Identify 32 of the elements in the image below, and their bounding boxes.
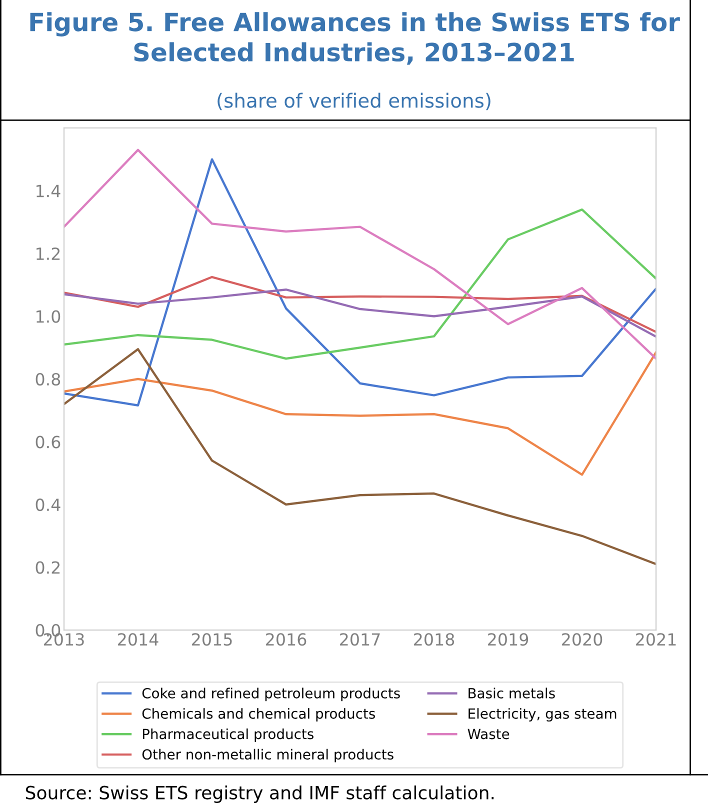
- chart-subtitle: (share of verified emissions): [218, 92, 490, 110]
- legend-label: Pharmaceutical products: [142, 728, 314, 742]
- y-tick-label: 0.2: [36, 561, 60, 574]
- x-tick-label: 2016: [266, 633, 306, 646]
- source-note: Source: Swiss ETS registry and IMF staff calculation.: [26, 785, 494, 803]
- x-tick-label: 2014: [118, 633, 158, 646]
- y-tick-label: 1.0: [36, 310, 60, 323]
- x-tick-label: 2017: [340, 633, 380, 646]
- legend-label: Electricity, gas steam: [468, 708, 616, 722]
- y-tick-label: 1.4: [36, 184, 60, 198]
- y-tick-label: 0.8: [36, 372, 60, 386]
- line-series: [64, 288, 656, 338]
- line-series: [64, 348, 656, 566]
- y-tick-label: 1.2: [36, 247, 60, 260]
- x-tick-label: 2015: [192, 633, 232, 646]
- line-series: [64, 148, 656, 360]
- y-tick-label: 0.4: [36, 498, 60, 512]
- line-series: [64, 276, 656, 334]
- legend-label: Other non-metallic mineral products: [142, 748, 394, 762]
- x-tick-label: 2021: [636, 633, 676, 646]
- x-tick-label: 2018: [414, 633, 454, 646]
- y-tick-label: 0.6: [36, 436, 60, 448]
- legend-label: Waste: [468, 728, 510, 740]
- legend-label: Chemicals and chemical products: [142, 708, 375, 722]
- line-series: [64, 158, 656, 406]
- chart-title: Figure 5. Free Allowances in the Swiss ETS for Selected Industries, 2013–2021: [30, 12, 680, 65]
- legend-label: Coke and refined petroleum products: [142, 688, 400, 702]
- line-series: [64, 208, 656, 360]
- legend-label: Basic metals: [468, 688, 555, 698]
- line-series: [64, 351, 656, 476]
- x-tick-label: 2019: [488, 633, 528, 646]
- x-tick-label: 2020: [562, 633, 602, 646]
